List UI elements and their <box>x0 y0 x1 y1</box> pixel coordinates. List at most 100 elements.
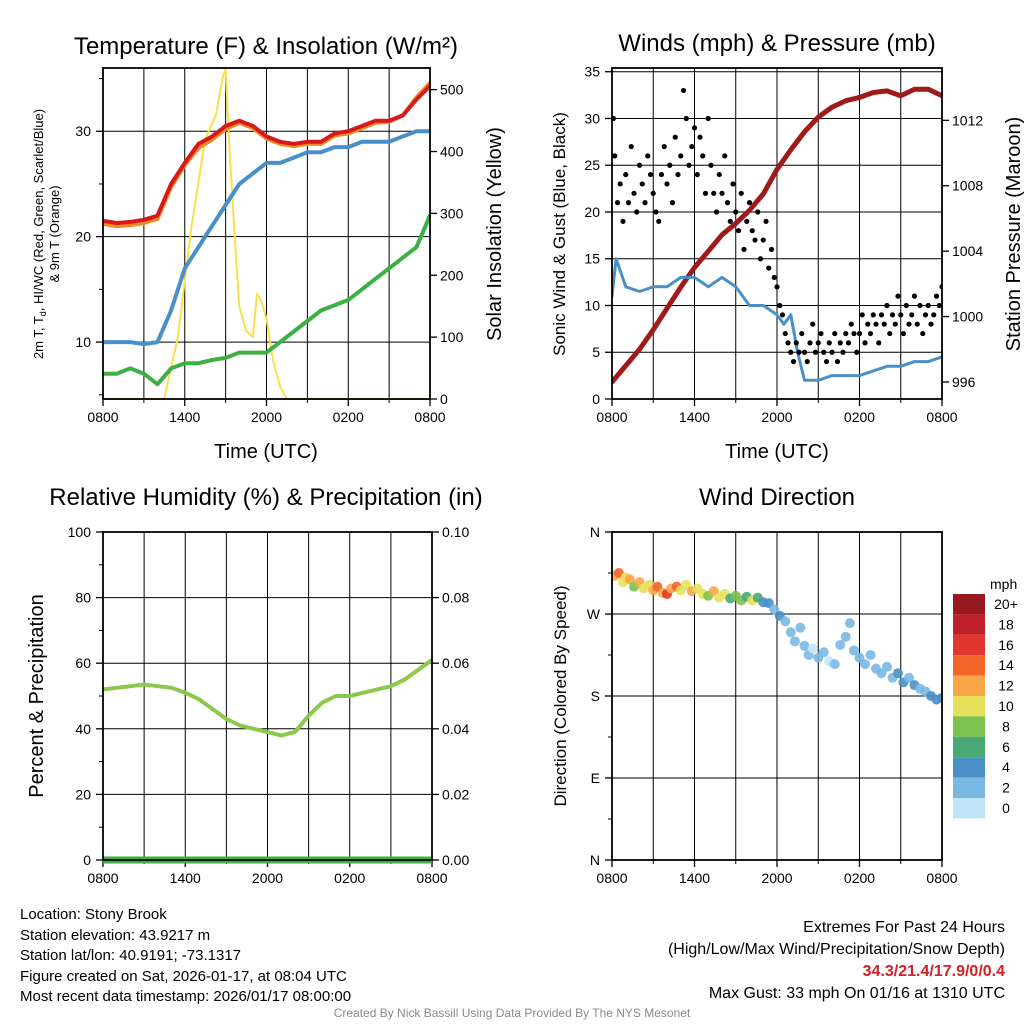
gust-point <box>779 312 786 318</box>
wind-panel: 0 5 10 15 20 25 30 35 996 1000 1004 1008 1012 0800 140… <box>584 64 983 425</box>
gust-point <box>771 274 777 281</box>
extremes-title: Extremes For Past 24 Hours <box>803 919 1005 936</box>
gust-point <box>757 256 764 262</box>
gust-point <box>724 200 731 206</box>
gust-point <box>738 190 744 196</box>
gust-point <box>760 237 766 243</box>
gust-point <box>656 218 662 224</box>
gust-point <box>689 143 695 150</box>
gust-point <box>925 302 931 309</box>
temp-series-solar-insolation <box>103 67 430 400</box>
rh-panel: 0 20 40 60 80 100 0.00 0.02 0.04 0.06 0.08 0.10 0800… <box>68 524 470 886</box>
rh-ytick-label-left: 20 <box>75 786 91 802</box>
wind-direction-point <box>893 668 903 679</box>
rh-ytick-label-right: 0.04 <box>442 721 469 737</box>
wind-ytick-label-left: 5 <box>592 344 600 360</box>
winddir-xtick-label: 0800 <box>926 870 957 886</box>
gust-point <box>612 153 618 159</box>
gust-point <box>733 209 739 215</box>
wind-y-label-right: Station Pressure (Maroon) <box>1003 117 1024 352</box>
wind-ytick-label-left: 35 <box>584 64 600 80</box>
gust-point <box>826 340 832 346</box>
colorbar-swatch <box>953 798 985 819</box>
gust-point <box>922 312 929 318</box>
wind-direction-point <box>849 645 859 656</box>
gust-point <box>856 330 863 337</box>
wind-ytick-label-right: 1008 <box>952 178 983 194</box>
temp-y-label-part: 2m T, T <box>31 316 46 359</box>
gust-point <box>612 115 616 122</box>
rh-series-relative-humidity <box>103 657 432 738</box>
gust-point <box>645 153 651 159</box>
winddir-ytick-label-left: N <box>590 852 600 868</box>
gust-point <box>911 293 918 299</box>
temp-xtick-label: 0800 <box>414 409 445 425</box>
wind-direction-point <box>860 659 870 670</box>
temp-y-label-right: Solar Insolation (Yellow) <box>484 127 506 341</box>
temp-xtick-label: 2000 <box>251 409 282 425</box>
gust-point <box>642 200 648 206</box>
gust-point <box>873 321 879 327</box>
max-gust: Max Gust: 33 mph On 01/16 at 1310 UTC <box>708 985 1005 1002</box>
gust-point <box>741 246 747 252</box>
gust-point <box>683 115 689 122</box>
gust-point <box>669 200 676 206</box>
temp-series-hi-wc <box>103 129 430 347</box>
gust-point <box>851 330 857 337</box>
wind-ytick-label-left: 30 <box>584 110 600 126</box>
temp-ytick-label-right: 100 <box>440 329 464 345</box>
gust-point <box>634 209 640 215</box>
winddir-ytick-label-left: N <box>590 524 600 540</box>
wind-direction-point <box>789 636 800 647</box>
gust-point <box>843 330 849 337</box>
gust-point <box>735 228 742 234</box>
rh-xtick-label: 0800 <box>416 870 447 886</box>
winddir-chart-title: Wind Direction <box>699 484 855 511</box>
winddir-ytick-label-left: E <box>591 770 600 786</box>
wind-ytick-label-right: 1000 <box>952 309 983 325</box>
temp-ytick-label-right: 200 <box>440 267 464 283</box>
gust-point <box>727 218 733 224</box>
temp-ytick-label-left: 30 <box>75 123 91 139</box>
station-elevation: Station elevation: 43.9217 m <box>20 926 211 944</box>
colorbar-label: 4 <box>1002 759 1010 775</box>
gust-point <box>702 190 709 196</box>
temp-y-label-left-line2: & 9m T (Orange) <box>47 185 62 282</box>
gust-point <box>936 302 942 309</box>
temp-xtick-label: 0200 <box>333 409 364 425</box>
gust-point <box>617 181 623 187</box>
extremes-legend: (High/Low/Max Wind/Precipitation/Snow De… <box>667 941 1005 958</box>
wind-direction-point <box>835 639 846 650</box>
gust-point <box>719 190 725 196</box>
gust-point <box>892 321 898 327</box>
wind-ytick-label-left: 0 <box>592 391 600 407</box>
gust-point <box>647 171 654 178</box>
gust-point <box>686 162 692 168</box>
rh-ytick-label-right: 0.10 <box>442 524 469 540</box>
wind-data <box>612 86 942 385</box>
winddir-ytick-label-left: W <box>587 606 601 622</box>
temp-ytick-label-right: 0 <box>440 391 448 407</box>
wind-ytick-label-right: 996 <box>952 374 976 390</box>
wind-ytick-label-right: 1004 <box>952 243 983 259</box>
gust-point <box>694 171 700 178</box>
gust-point <box>790 358 797 365</box>
gust-point <box>711 190 717 196</box>
rh-ytick-label-right: 0.08 <box>442 590 469 606</box>
gust-point <box>650 190 656 196</box>
gust-point <box>620 218 626 224</box>
gust-point <box>840 349 846 355</box>
wind-frame <box>611 67 943 400</box>
gust-point <box>793 340 799 346</box>
gust-point <box>749 228 755 234</box>
rh-chart-title: Relative Humidity (%) & Precipitation (i… <box>49 484 482 511</box>
gust-point <box>658 171 665 178</box>
wind-series-sonic-wind <box>612 257 942 382</box>
colorbar-label: 20+ <box>994 596 1018 612</box>
gust-point <box>653 209 659 215</box>
gust-point <box>812 349 819 355</box>
gust-point <box>865 321 871 327</box>
rh-ytick-label-left: 80 <box>75 590 91 606</box>
gust-point <box>763 218 769 224</box>
gust-point <box>746 200 753 206</box>
